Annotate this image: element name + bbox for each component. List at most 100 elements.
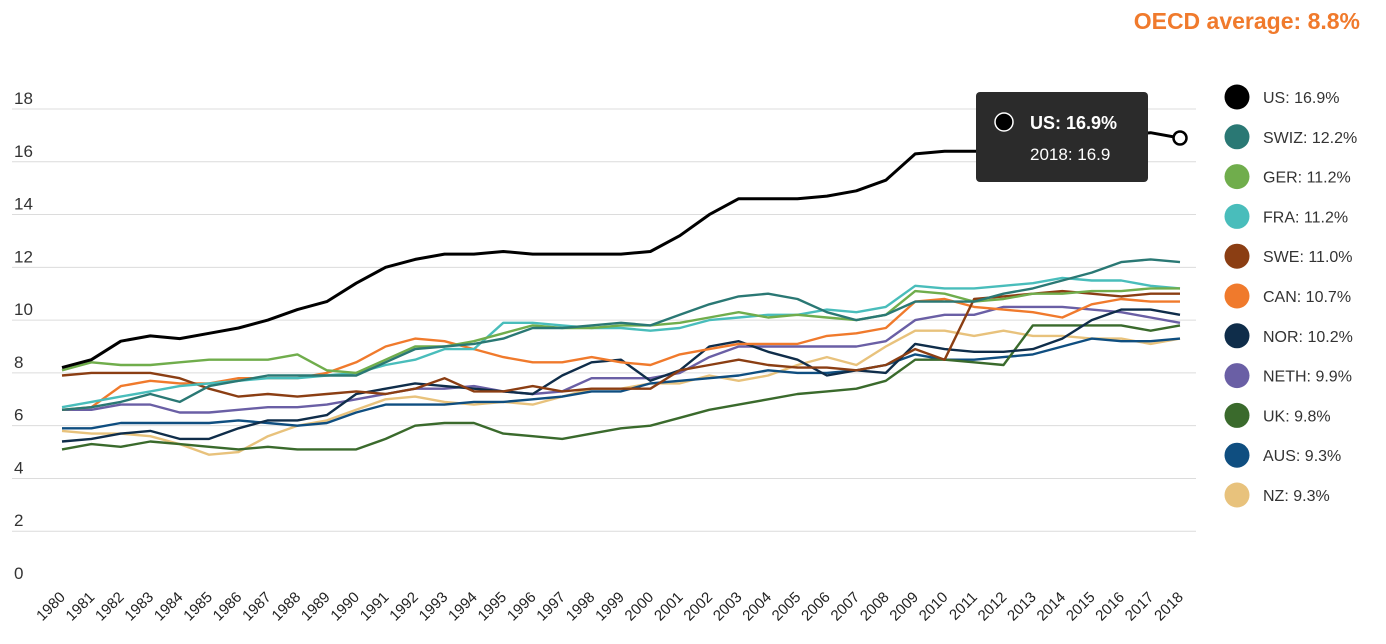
- x-tick-label: 1993: [416, 589, 452, 625]
- legend-swatch: [1224, 402, 1250, 428]
- y-tick-label: 18: [14, 89, 33, 108]
- legend-label: FRA: 11.2%: [1263, 209, 1348, 226]
- y-tick-label: 10: [14, 300, 33, 319]
- x-tick-label: 1981: [63, 589, 99, 625]
- legend-item-fra[interactable]: FRA: 11.2%: [1224, 203, 1349, 229]
- series-line-uk[interactable]: [61, 324, 1181, 451]
- legend-label: US: 16.9%: [1263, 90, 1339, 107]
- y-tick-label: 6: [14, 406, 23, 425]
- legend-item-neth[interactable]: NETH: 9.9%: [1224, 363, 1352, 389]
- tooltip-series-marker: [994, 112, 1014, 132]
- legend-item-uk[interactable]: UK: 9.8%: [1224, 402, 1331, 428]
- x-tick-label: 2009: [886, 589, 922, 625]
- x-tick-label: 1984: [151, 589, 187, 625]
- x-tick-label: 2007: [828, 589, 864, 625]
- x-tick-label: 2003: [710, 589, 746, 625]
- x-axis-ticks: 1980198119821983198419851986198719881989…: [33, 589, 1187, 625]
- x-tick-label: 2008: [857, 589, 893, 625]
- x-tick-label: 2014: [1034, 589, 1070, 625]
- x-tick-label: 1983: [121, 589, 157, 625]
- x-tick-label: 2001: [651, 589, 687, 625]
- x-tick-label: 1987: [239, 589, 275, 625]
- legend-swatch: [1224, 363, 1250, 389]
- x-tick-label: 2017: [1122, 589, 1158, 625]
- x-tick-label: 2012: [975, 589, 1011, 625]
- legend-item-aus[interactable]: AUS: 9.3%: [1224, 442, 1342, 468]
- x-tick-label: 2010: [916, 589, 952, 625]
- legend-label: NETH: 9.9%: [1263, 369, 1352, 386]
- x-tick-label: 2016: [1092, 589, 1128, 625]
- x-tick-label: 1991: [357, 589, 393, 625]
- x-tick-label: 1999: [592, 589, 628, 625]
- tooltip-title: US: 16.9%: [1030, 113, 1117, 133]
- y-tick-label: 8: [14, 353, 23, 372]
- x-tick-label: 1996: [504, 589, 540, 625]
- legend-swatch: [1224, 124, 1250, 150]
- y-tick-label: 4: [14, 458, 23, 477]
- y-axis-ticks: 0 2 4 6 8 10 12 14 16 18: [14, 89, 33, 583]
- x-tick-label: 2015: [1063, 589, 1099, 625]
- legend-swatch: [1224, 84, 1250, 110]
- legend-label: GER: 11.2%: [1263, 170, 1351, 187]
- legend-label: CAN: 10.7%: [1263, 289, 1351, 306]
- legend-label: UK: 9.8%: [1263, 408, 1331, 425]
- legend-label: SWIZ: 12.2%: [1263, 130, 1357, 147]
- x-tick-label: 1989: [298, 589, 334, 625]
- grid-lines: [12, 108, 1196, 532]
- x-tick-label: 1986: [210, 589, 246, 625]
- legend-item-ger[interactable]: GER: 11.2%: [1224, 164, 1351, 190]
- x-tick-label: 1997: [533, 589, 569, 625]
- x-tick-label: 2006: [798, 589, 834, 625]
- legend-swatch: [1224, 203, 1250, 229]
- tooltip-box: [976, 92, 1148, 182]
- x-tick-label: 2000: [622, 589, 658, 625]
- tooltip-subtitle: 2018: 16.9: [1030, 145, 1110, 164]
- x-tick-label: 1985: [180, 589, 216, 625]
- x-tick-label: 2011: [946, 589, 981, 624]
- legend-swatch: [1224, 283, 1250, 309]
- y-tick-label: 12: [14, 247, 33, 266]
- y-tick-label: 16: [14, 142, 33, 161]
- series-line-swiz[interactable]: [61, 258, 1181, 411]
- x-tick-label: 2005: [769, 589, 805, 625]
- x-tick-label: 1995: [475, 589, 511, 625]
- x-tick-label: 2002: [680, 589, 716, 625]
- x-tick-label: 1988: [269, 589, 305, 625]
- legend-swatch: [1224, 164, 1250, 190]
- legend-item-nor[interactable]: NOR: 10.2%: [1224, 323, 1353, 349]
- y-tick-label: 2: [14, 511, 23, 530]
- legend-label: SWE: 11.0%: [1263, 249, 1353, 266]
- legend-item-can[interactable]: CAN: 10.7%: [1224, 283, 1352, 309]
- legend-swatch: [1224, 482, 1250, 508]
- x-tick-label: 2018: [1151, 589, 1187, 625]
- y-tick-label: 14: [14, 195, 33, 214]
- legend-label: NZ: 9.3%: [1263, 488, 1330, 505]
- hover-point-marker[interactable]: [1172, 130, 1188, 146]
- legend-item-nz[interactable]: NZ: 9.3%: [1224, 482, 1330, 508]
- legend-swatch: [1224, 243, 1250, 269]
- x-tick-label: 2013: [1004, 589, 1040, 625]
- legend-swatch: [1224, 442, 1250, 468]
- legend-item-swiz[interactable]: SWIZ: 12.2%: [1224, 124, 1358, 150]
- legend-label: NOR: 10.2%: [1263, 329, 1353, 346]
- legend-swatch: [1224, 323, 1250, 349]
- legend: US: 16.9% SWIZ: 12.2% GER: 11.2% FRA: 11.2%…: [1224, 84, 1358, 508]
- series-line-nor[interactable]: [61, 308, 1181, 443]
- series-line-ger[interactable]: [61, 287, 1180, 375]
- x-tick-label: 1982: [92, 589, 128, 625]
- x-tick-label: 1980: [33, 589, 69, 625]
- tooltip: US: 16.9% 2018: 16.9: [976, 92, 1148, 182]
- legend-item-swe[interactable]: SWE: 11.0%: [1224, 243, 1353, 269]
- x-tick-label: 1990: [327, 589, 363, 625]
- oecd-average-label: OECD average: 8.8%: [1133, 8, 1360, 34]
- y-tick-label: 0: [14, 564, 23, 583]
- legend-item-us[interactable]: US: 16.9%: [1224, 84, 1340, 110]
- hover-point: [1172, 130, 1188, 146]
- x-tick-label: 1992: [386, 589, 422, 625]
- x-tick-label: 2004: [739, 589, 775, 625]
- series-line-nz[interactable]: [61, 329, 1181, 456]
- series-line-aus[interactable]: [62, 337, 1181, 430]
- x-tick-label: 1998: [563, 589, 599, 625]
- legend-label: AUS: 9.3%: [1263, 448, 1341, 465]
